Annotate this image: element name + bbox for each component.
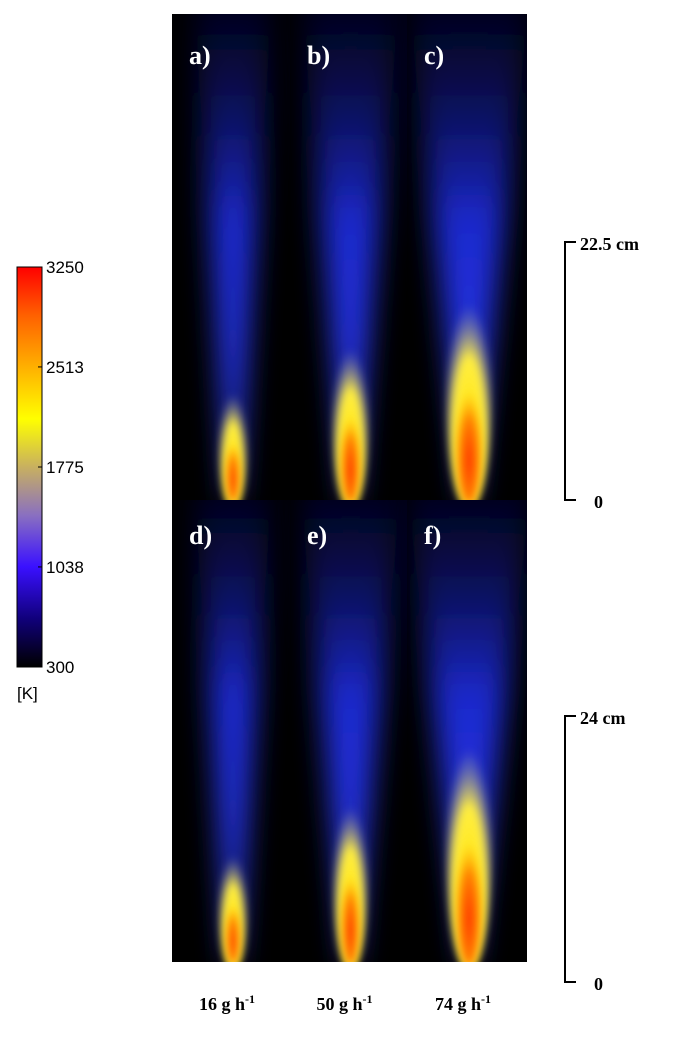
colorbar-tick-label: 300 xyxy=(46,658,74,677)
panel-label: e) xyxy=(307,521,327,550)
flame-row xyxy=(172,500,527,962)
colorbar-tick-label: 2513 xyxy=(46,358,84,377)
flame-core xyxy=(455,378,483,500)
flame-row xyxy=(172,14,527,500)
panel-label: c) xyxy=(424,41,444,70)
column-label-sup: -1 xyxy=(481,992,491,1006)
colorbar xyxy=(16,266,43,668)
flame-core xyxy=(226,898,240,962)
colorbar-unit: [K] xyxy=(17,684,38,703)
colorbar-tick-label: 1038 xyxy=(46,558,84,577)
scale-label: 0 xyxy=(594,492,603,512)
plume xyxy=(194,500,272,962)
plume xyxy=(302,14,399,500)
panel-label: b) xyxy=(307,41,330,70)
plume xyxy=(300,500,401,962)
panel-label: d) xyxy=(189,521,212,550)
scale-label: 24 cm xyxy=(580,708,625,728)
plume xyxy=(194,14,272,500)
column-label: 50 g h-1 xyxy=(316,992,372,1014)
plume xyxy=(409,14,527,500)
flame-core xyxy=(455,828,483,962)
flame-core xyxy=(340,407,361,500)
column-label: 74 g h-1 xyxy=(435,992,491,1014)
column-label-text: 50 g h xyxy=(316,994,362,1014)
scale-label: 22.5 cm xyxy=(580,234,639,254)
scale-label: 0 xyxy=(594,974,603,994)
scale-bar xyxy=(564,715,576,983)
scale-bar xyxy=(564,241,576,501)
flame-core xyxy=(341,866,360,962)
flame-core xyxy=(226,436,240,500)
panel-label: f) xyxy=(424,521,441,550)
column-label: 16 g h-1 xyxy=(199,992,255,1014)
column-label-sup: -1 xyxy=(363,992,373,1006)
column-label-text: 16 g h xyxy=(199,994,245,1014)
column-label-text: 74 g h xyxy=(435,994,481,1014)
colorbar-tick-label: 3250 xyxy=(46,258,84,277)
scale-bars xyxy=(564,241,576,983)
panel-label: a) xyxy=(189,41,211,70)
column-label-sup: -1 xyxy=(245,992,255,1006)
colorbar-tick-label: 1775 xyxy=(46,458,84,477)
